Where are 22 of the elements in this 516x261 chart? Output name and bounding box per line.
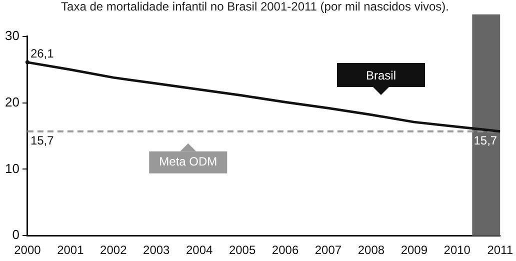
x-tick-label: 2000 [14, 243, 42, 258]
x-tick-label: 2002 [100, 243, 128, 258]
y-tick-label: 0 [12, 227, 20, 242]
y-tick-label: 30 [4, 28, 20, 43]
x-tick-label: 2009 [400, 243, 428, 258]
x-tick-label: 2007 [314, 243, 342, 258]
x-tick-label: 2003 [143, 243, 170, 258]
callout-box: Brasil [337, 62, 426, 95]
y-tick-label: 10 [4, 160, 20, 176]
y-tick-label: 20 [4, 94, 20, 110]
data-label: 26,1 [30, 46, 54, 61]
x-tick-label: 2006 [272, 243, 299, 258]
x-tick-label: 2011 [487, 243, 514, 258]
x-tick-label: 2004 [186, 243, 213, 258]
chart-title: Taxa de mortalidade infantil no Brasil 2001-2011 (por mil nascidos vivos). [61, 0, 449, 14]
annotation: 15,7 [30, 134, 54, 148]
data-label: 15,7 [474, 134, 498, 148]
x-tick-label: 2001 [57, 243, 84, 258]
x-tick-label: 2008 [358, 243, 385, 258]
x-tick-label: 2005 [228, 243, 256, 258]
legend-label: Meta ODM [159, 154, 218, 169]
x-tick-label: 2010 [444, 243, 471, 258]
